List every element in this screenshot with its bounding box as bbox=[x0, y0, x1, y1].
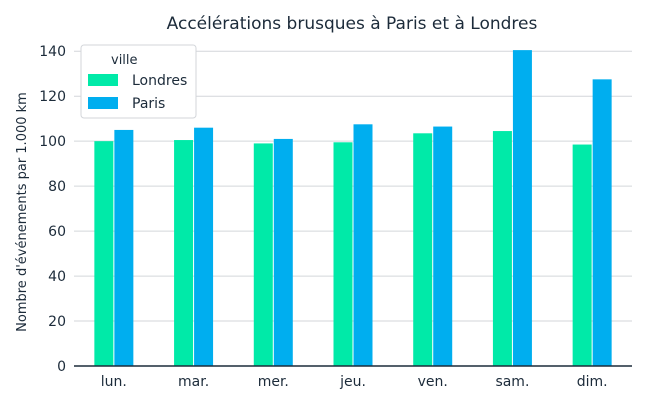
legend-title: ville bbox=[111, 53, 138, 68]
bars bbox=[94, 50, 612, 367]
y-tick-label: 100 bbox=[39, 134, 66, 150]
x-tick-label: ven. bbox=[418, 374, 448, 390]
bar-paris-2 bbox=[273, 138, 293, 366]
bar-paris-4 bbox=[433, 126, 453, 366]
y-tick-label: 60 bbox=[48, 224, 66, 240]
bar-londres-3 bbox=[333, 142, 353, 366]
bar-londres-6 bbox=[572, 144, 592, 366]
bar-paris-1 bbox=[194, 127, 214, 366]
legend-label-paris: Paris bbox=[132, 96, 165, 112]
bar-londres-1 bbox=[174, 140, 194, 366]
bar-londres-0 bbox=[94, 141, 114, 366]
y-tick-labels: 0 20 40 60 80 100 120 140 bbox=[39, 44, 66, 375]
x-tick-label: mer. bbox=[258, 374, 289, 390]
bar-londres-2 bbox=[253, 143, 273, 366]
x-tick-label: lun. bbox=[101, 374, 127, 390]
chart-title: Accélérations brusques à Paris et à Lond… bbox=[167, 14, 538, 34]
bar-londres-5 bbox=[492, 131, 512, 366]
legend: ville Londres Paris bbox=[80, 44, 197, 119]
bar-londres-4 bbox=[413, 133, 433, 366]
x-tick-label: jeu. bbox=[339, 374, 366, 390]
y-tick-label: 40 bbox=[48, 269, 66, 285]
bar-paris-5 bbox=[512, 50, 532, 366]
bar-paris-6 bbox=[592, 79, 612, 367]
y-axis-label: Nombre d'événements par 1.000 km bbox=[15, 92, 30, 332]
x-tick-label: mar. bbox=[178, 374, 209, 390]
bar-paris-0 bbox=[114, 129, 134, 366]
y-tick-label: 140 bbox=[39, 44, 66, 60]
y-tick-label: 80 bbox=[48, 179, 66, 195]
bar-paris-3 bbox=[353, 124, 373, 366]
y-tick-label: 0 bbox=[57, 359, 66, 375]
y-tick-label: 120 bbox=[39, 89, 66, 105]
x-tick-labels: lun. mar. mer. jeu. ven. sam. dim. bbox=[101, 374, 608, 390]
x-tick-label: dim. bbox=[577, 374, 608, 390]
legend-swatch-paris bbox=[88, 97, 118, 109]
legend-label-londres: Londres bbox=[132, 73, 187, 89]
legend-swatch-londres bbox=[88, 74, 118, 86]
y-tick-label: 20 bbox=[48, 314, 66, 330]
x-tick-label: sam. bbox=[495, 374, 529, 390]
